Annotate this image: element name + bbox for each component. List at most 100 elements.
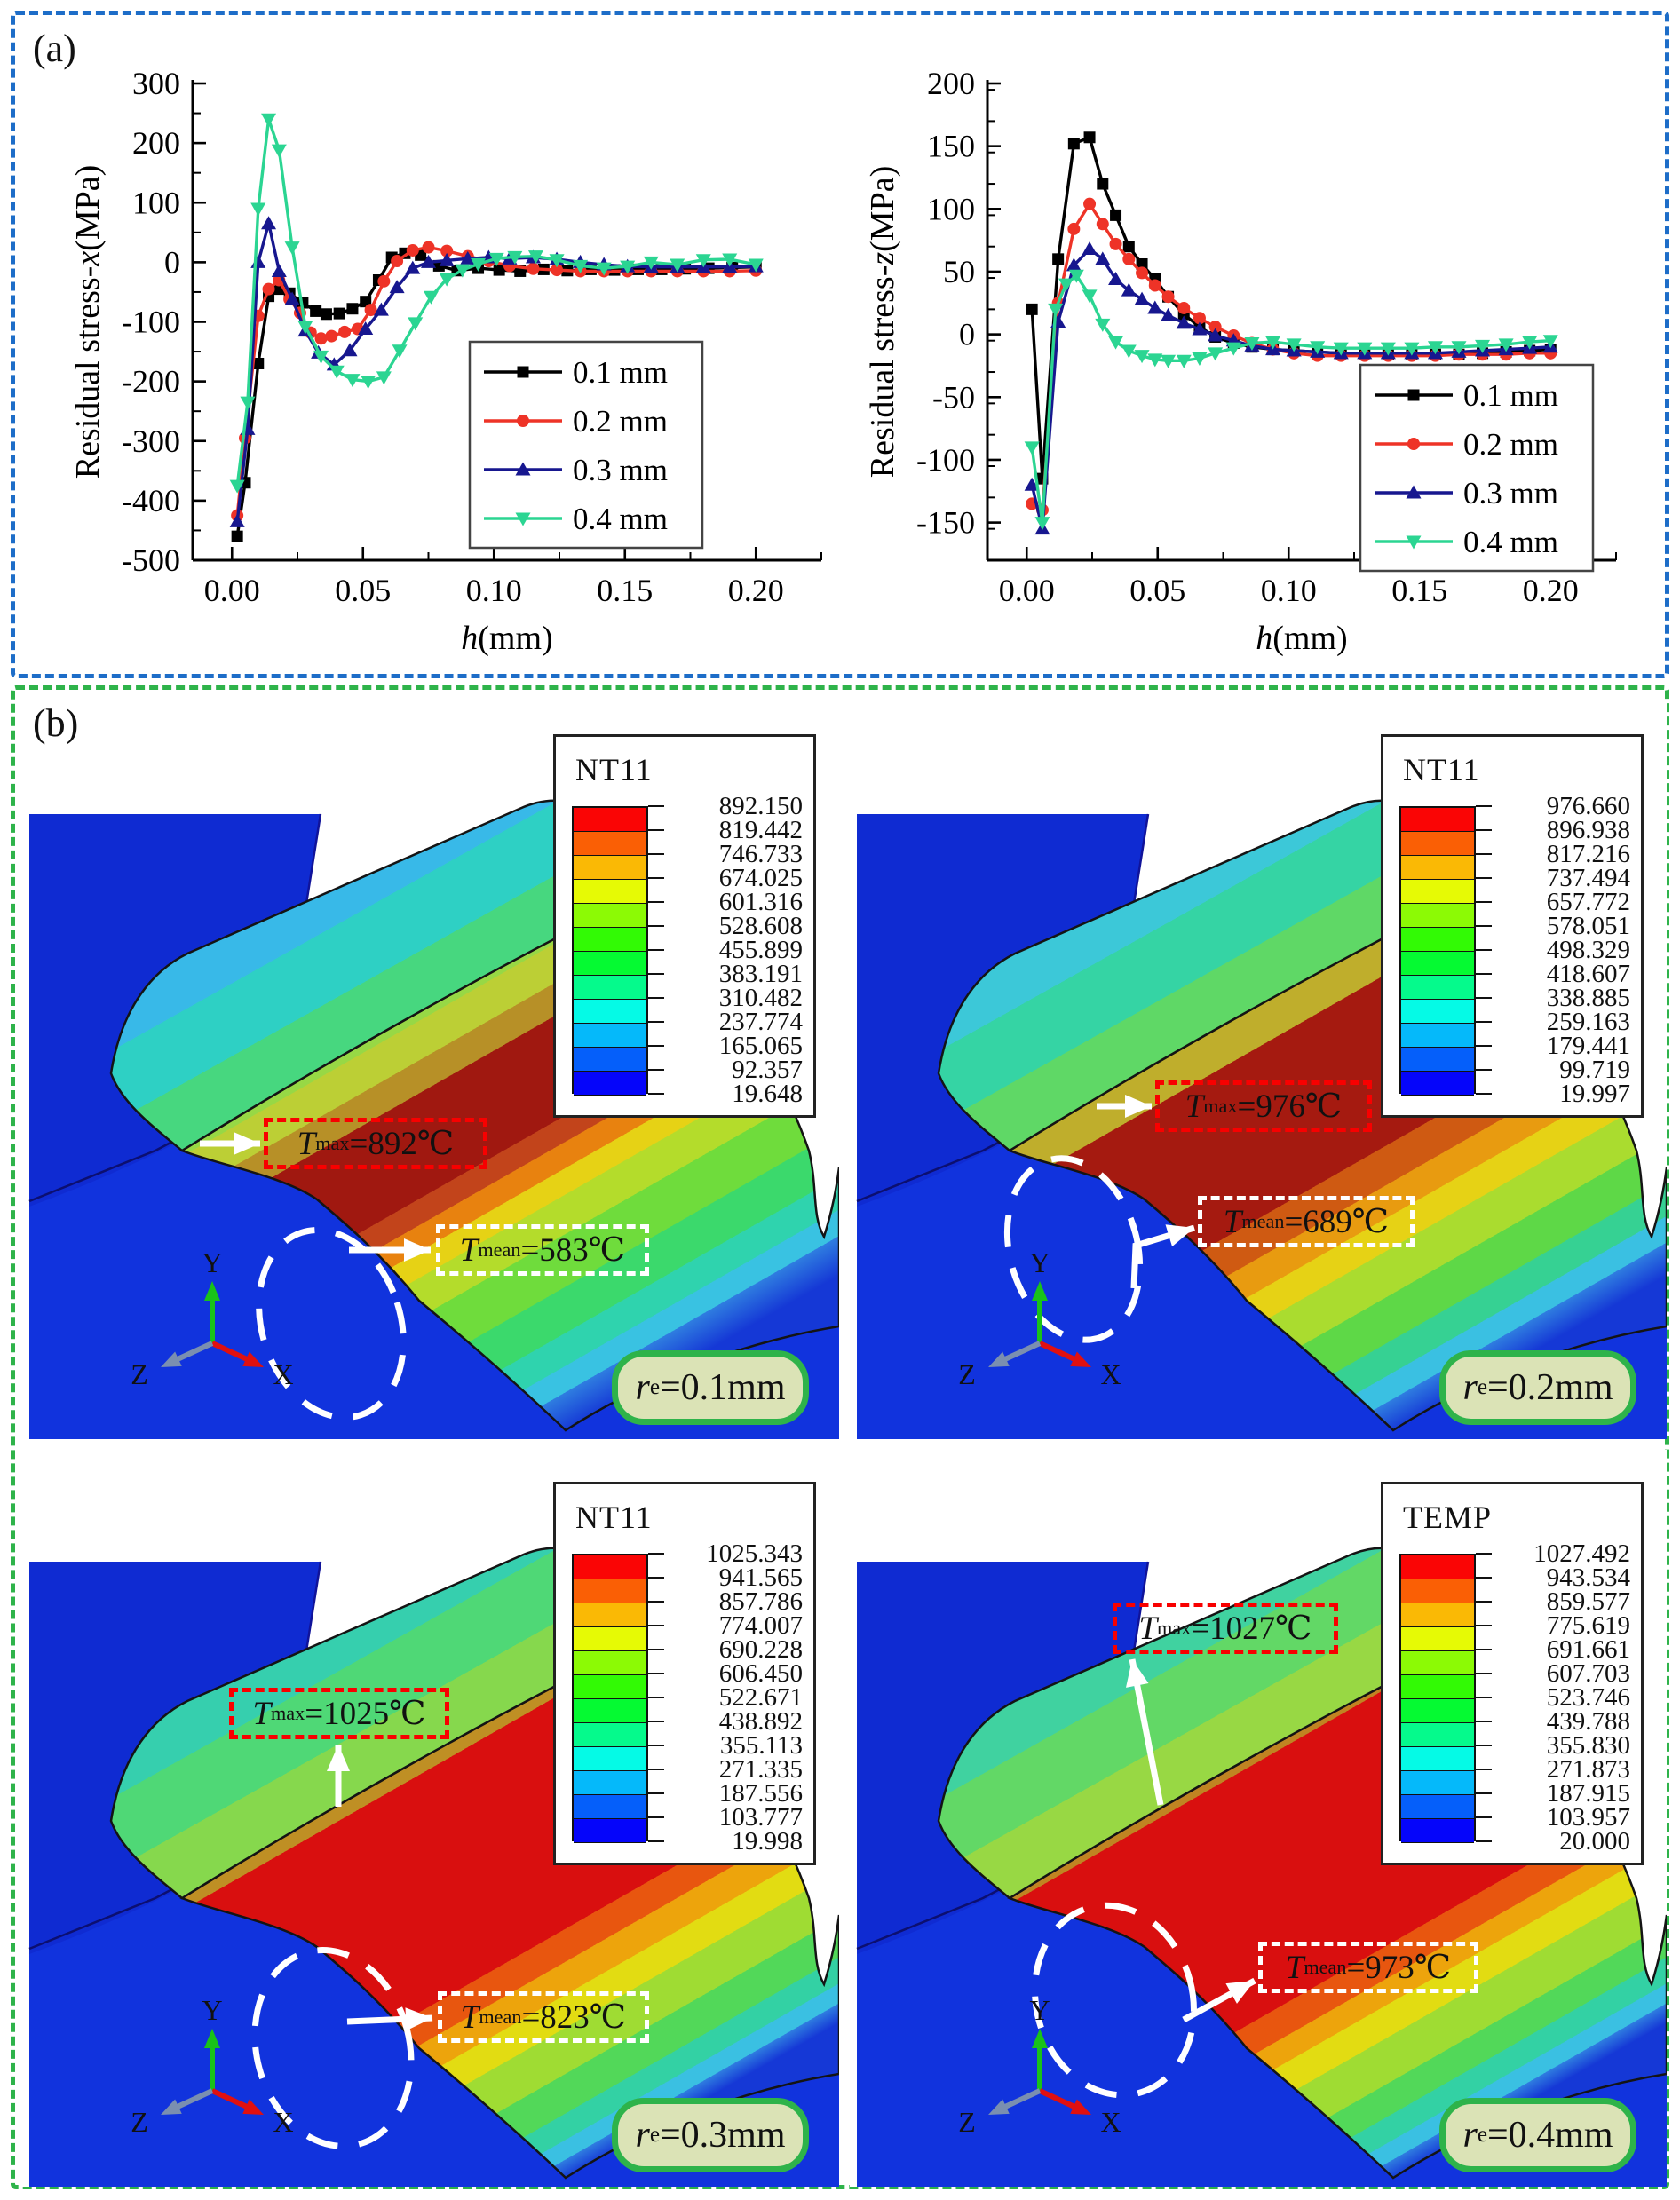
- badge-symbol: r: [635, 1367, 650, 1408]
- colorbar-cell: [1401, 832, 1474, 856]
- colorbar-tick: [1476, 877, 1492, 879]
- colorbar-value: 187.556: [718, 1779, 803, 1808]
- colorbar-tick: [1476, 925, 1492, 927]
- colorbar-value: 455.899: [718, 936, 803, 964]
- colorbar-cell: [574, 976, 646, 1000]
- axis-label-z: Z: [958, 1358, 976, 1390]
- colorbar-tick: [648, 925, 664, 927]
- svg-text:0.20: 0.20: [728, 573, 784, 608]
- contour-legend-scale: 976.660 896.938 817.216 737.494 657.772 578.0…: [1398, 793, 1630, 1107]
- svg-text:-300: -300: [122, 423, 180, 459]
- colorbar-value: 606.450: [718, 1659, 803, 1688]
- svg-text:-500: -500: [122, 542, 180, 578]
- colorbar-cell: [1401, 856, 1474, 880]
- coordinate-triad: Y X Z: [958, 1246, 1121, 1390]
- colorbar-tick: [648, 805, 664, 807]
- colorbar-cell: [1401, 1603, 1474, 1627]
- tmean-symbol: T: [460, 1998, 479, 2036]
- badge-value: =0.3mm: [660, 2115, 786, 2156]
- tmax-subscript: max: [1203, 1095, 1238, 1117]
- contour-legend-title: TEMP: [1403, 1500, 1493, 1535]
- colorbar-tick: [1476, 1021, 1492, 1023]
- residual-stress-x-chart: 300 200 100 0 -100 -200 -300 -400 -500 0.00 0.05 0.…: [69, 66, 822, 657]
- panel-a-label: (a): [33, 27, 76, 70]
- svg-text:0.10: 0.10: [466, 573, 522, 608]
- colorbar-value: 187.915: [1546, 1779, 1630, 1808]
- colorbar-value: 601.316: [718, 888, 803, 916]
- colorbar-value: 896.938: [1546, 816, 1630, 844]
- colorbar-cell: [1401, 1795, 1474, 1819]
- colorbar-value: 691.661: [1546, 1635, 1630, 1664]
- colorbar-tick: [1476, 853, 1492, 855]
- colorbar-tick: [1476, 1553, 1492, 1555]
- axis-label-y: Y: [202, 1246, 222, 1278]
- tmean-value: =973℃: [1346, 1950, 1452, 1986]
- colorbar-tick: [648, 1045, 664, 1047]
- svg-text:0.2 mm: 0.2 mm: [1463, 427, 1558, 462]
- colorbar-tick: [1476, 1745, 1492, 1746]
- colorbar-tick: [648, 1816, 664, 1818]
- colorbar-value: 103.957: [1546, 1803, 1630, 1832]
- contour-legend: NT11 1025.343 941.565 857.786 774.007 690.22…: [553, 1482, 816, 1865]
- colorbar-cell: [574, 1723, 646, 1747]
- colorbar-value: 271.873: [1546, 1755, 1630, 1784]
- badge-subscript: e: [649, 1375, 660, 1399]
- contour-legend-title: NT11: [575, 752, 653, 787]
- colorbar-tick: [1476, 1816, 1492, 1818]
- colorbar-value: 690.228: [718, 1635, 803, 1664]
- colorbar-value: 237.774: [718, 1008, 803, 1036]
- colorbar-value: 355.830: [1546, 1731, 1630, 1760]
- colorbar-value: 607.703: [1546, 1659, 1630, 1688]
- colorbar-tick: [1476, 1673, 1492, 1674]
- panel-a: (a) 300 200 100 0 -100 -200 -300 -400 -500 0.00 0.…: [11, 11, 1669, 678]
- colorbar-value: 775.619: [1546, 1611, 1630, 1640]
- colorbar-tick: [648, 901, 664, 903]
- colorbar-tick: [1476, 1069, 1492, 1071]
- svg-text:0.2 mm: 0.2 mm: [573, 404, 668, 439]
- axis-label-z: Z: [958, 2106, 976, 2138]
- colorbar-cell: [574, 1627, 646, 1651]
- colorbar-tick: [1476, 805, 1492, 807]
- edge-radius-badge: r e =0.2mm: [1439, 1350, 1636, 1425]
- badge-value: =0.2mm: [1487, 1367, 1613, 1408]
- colorbar-tick: [1476, 1601, 1492, 1603]
- colorbar-tick: [648, 877, 664, 879]
- colorbar-cell: [574, 1048, 646, 1072]
- tmax-symbol: T: [1138, 1610, 1158, 1647]
- colorbar-value: 19.998: [732, 1827, 803, 1856]
- colorbar-cell: [1401, 1627, 1474, 1651]
- badge-subscript: e: [649, 2123, 660, 2147]
- colorbar-tick: [648, 1745, 664, 1746]
- tmean-value: =583℃: [520, 1232, 626, 1269]
- colorbar-value: 941.565: [718, 1563, 803, 1592]
- colorbar-value: 892.150: [718, 792, 803, 820]
- colorbar-value: 523.746: [1546, 1683, 1630, 1712]
- shear-zone-ellipse: [1032, 1902, 1197, 2099]
- axis-label-x: X: [273, 1358, 293, 1390]
- edge-radius-badge: r e =0.4mm: [1439, 2098, 1636, 2172]
- svg-text:0.10: 0.10: [1261, 573, 1317, 608]
- colorbar-tick: [1476, 1840, 1492, 1842]
- svg-text:0.3 mm: 0.3 mm: [1463, 476, 1558, 510]
- colorbar-tick: [648, 1721, 664, 1722]
- colorbar-value: 817.216: [1546, 840, 1630, 868]
- colorbar-cell: [574, 952, 646, 976]
- svg-text:0.4 mm: 0.4 mm: [573, 502, 668, 536]
- contour-subplot-re-0.4mm: Y X Z TEMP 1027.492 943.534 859.577 775.619 69…: [850, 1450, 1667, 2187]
- svg-text:0.00: 0.00: [204, 573, 260, 608]
- colorbar-tick: [1476, 1045, 1492, 1047]
- axis-label-z: Z: [131, 2106, 148, 2138]
- badge-value: =0.4mm: [1487, 2115, 1613, 2156]
- colorbar-value: 438.892: [718, 1707, 803, 1736]
- coordinate-triad: Y X Z: [131, 1246, 293, 1390]
- colorbar-cell: [1401, 1699, 1474, 1723]
- colorbar-cell: [574, 1000, 646, 1024]
- colorbar-tick: [648, 1840, 664, 1842]
- colorbar-cell: [1401, 1555, 1474, 1579]
